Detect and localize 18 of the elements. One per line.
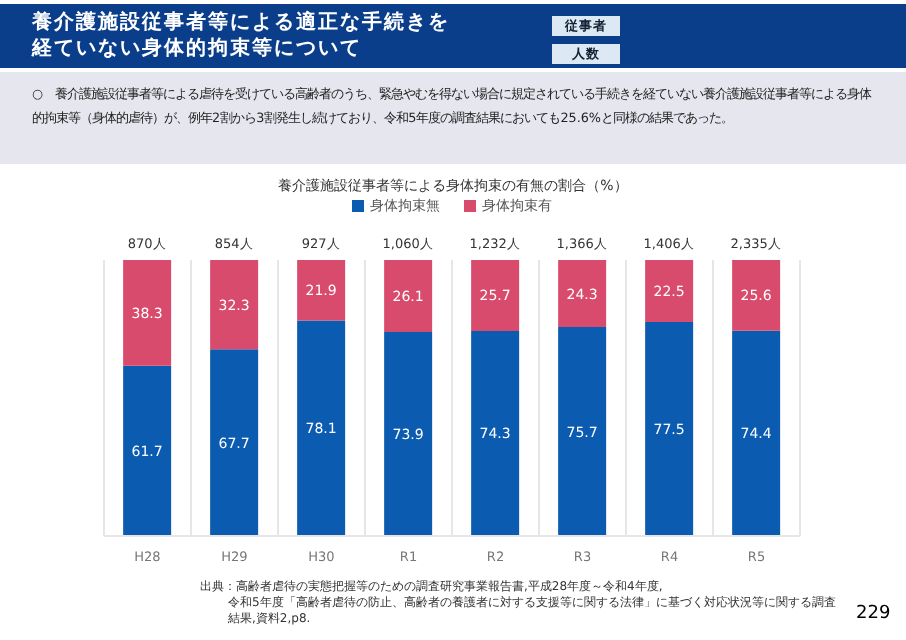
bar [645,260,694,323]
bar [645,322,694,536]
bar [558,260,607,328]
bar [123,365,172,536]
bar [384,260,433,333]
text: 229 [856,604,891,624]
bar [210,349,259,536]
bar [297,260,346,321]
bar [558,327,607,536]
bar [210,260,259,350]
chart-title: 養介護施設従事者等による適正な手続きを経ていない身体的拘束等について [32,10,452,62]
bar [297,320,346,536]
bar [471,260,520,331]
bar [732,330,781,536]
bar [732,260,781,331]
bar [123,260,172,366]
bar [471,330,520,536]
bar [384,332,433,536]
